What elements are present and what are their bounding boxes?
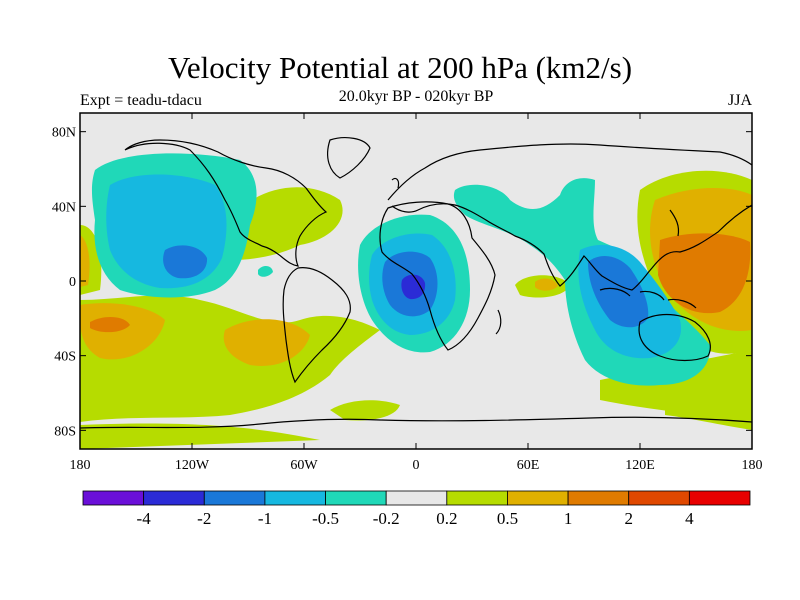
colorbar-bin (688, 490, 751, 506)
colorbar-level-label: 0.2 (436, 509, 457, 528)
colorbar-bin (82, 490, 145, 506)
contour-darkorange-south-pacific (90, 316, 130, 333)
coastline-australia (638, 313, 711, 362)
colorbar-bin (507, 490, 569, 506)
lon-tick-label: 120W (175, 458, 210, 473)
contour-neg-caribbean (258, 266, 273, 277)
lon-tick-label: 180 (742, 458, 763, 473)
coastline-north-america (124, 139, 328, 267)
coastline-indonesia (599, 287, 697, 309)
contour-orange-west-edge (80, 235, 90, 287)
lat-tick-label: 80S (54, 424, 76, 439)
lon-tick-label: 180 (70, 458, 91, 473)
contour-pos-bottom-right (665, 399, 752, 430)
colorbar-bin (446, 490, 508, 506)
colorbar-level-label: -4 (137, 509, 152, 528)
contour-darkorange-west-pacific (658, 233, 751, 314)
contour-pos-north-atlantic (231, 187, 343, 260)
lon-tick-label: 0 (413, 458, 420, 473)
coastlines (80, 137, 752, 429)
chart-title: Velocity Potential at 200 hPa (km2/s) (167, 50, 633, 85)
colorbar: -4 -2 -1 -0.5 -0.2 0.2 0.5 1 2 4 (82, 490, 751, 528)
colorbar-level-label: -1 (258, 509, 272, 528)
coastline-japan (669, 209, 680, 237)
season-label: JJA (727, 92, 752, 109)
colorbar-level-label: 1 (564, 509, 573, 528)
contour-blue-north-pacific (163, 245, 208, 279)
coastline-africa (379, 201, 496, 351)
coastline-south-america (282, 267, 351, 384)
period-label: 20.0kyr BP - 020kyr BP (338, 88, 494, 105)
latitude-axis: 80N 40N 0 40S 80S (52, 126, 752, 439)
colorbar-bin (264, 490, 326, 506)
colorbar-level-label: 0.5 (497, 509, 518, 528)
colorbar-level-label: 2 (624, 509, 633, 528)
coastline-antarctica (80, 416, 752, 429)
contour-orange-arabian (535, 278, 558, 291)
contour-pos-southern-atlantic (330, 400, 400, 421)
experiment-label: Expt = teadu-tdacu (80, 92, 202, 109)
contour-field (80, 113, 752, 449)
longitude-axis: 180 120W 60W 0 60E 120E 180 (70, 113, 763, 473)
contour-darkblue-south-america (401, 274, 426, 300)
coastline-greenland (327, 137, 371, 179)
colorbar-bin (567, 490, 630, 506)
colorbar-bin (325, 490, 387, 506)
colorbar-bin (143, 490, 205, 506)
lat-tick-label: 40N (52, 200, 76, 215)
colorbar-level-label: -0.5 (312, 509, 339, 528)
coastline-uk (391, 177, 400, 189)
lat-tick-label: 0 (69, 275, 76, 290)
lon-tick-label: 120E (625, 458, 655, 473)
colorbar-bin (203, 490, 266, 506)
colorbar-bin (385, 490, 448, 506)
colorbar-level-label: -2 (197, 509, 211, 528)
colorbar-level-label: 4 (685, 509, 694, 528)
contour-orange-south-pacific (80, 303, 165, 360)
coastline-eurasia (387, 143, 752, 291)
coastline-madagascar (495, 309, 502, 335)
lon-tick-label: 60W (290, 458, 318, 473)
lat-tick-label: 40S (54, 350, 76, 365)
contour-lightblue-north-pacific (106, 174, 227, 289)
colorbar-bin (628, 490, 690, 506)
colorbar-level-label: -0.2 (373, 509, 400, 528)
contour-pos-bottom-strip (80, 423, 320, 449)
lat-tick-label: 80N (52, 126, 76, 141)
lon-tick-label: 60E (517, 458, 540, 473)
contour-blue-indian-ocean (588, 256, 649, 328)
